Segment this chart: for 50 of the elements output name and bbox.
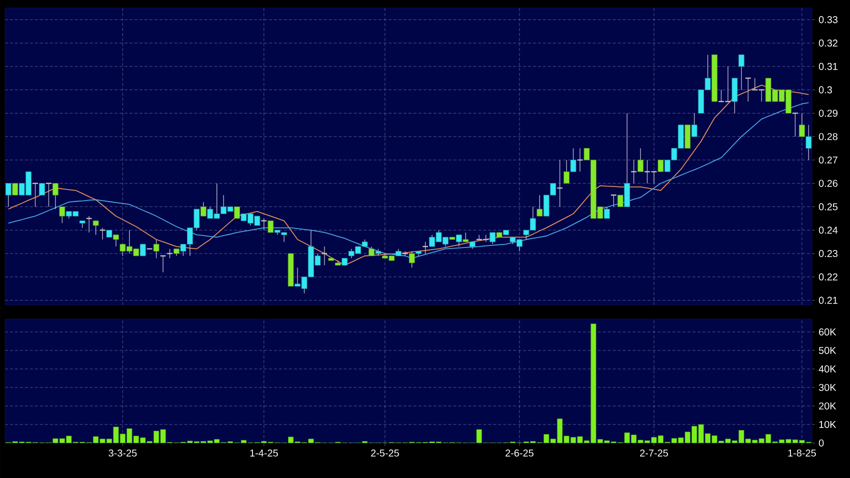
candlestick [624,112,630,208]
y-tick-label: 50K [818,346,836,354]
candlestick [630,160,638,184]
candlestick [617,194,624,208]
y-tick-label: 0.3 [818,86,832,94]
candlestick [59,206,66,224]
y-tick-label: 0.23 [818,250,838,258]
y-tick-label: 10K [819,420,836,428]
y-tick-label: 0 [818,439,824,447]
candlestick [260,218,268,230]
candlestick [806,124,812,160]
candlestick [12,183,18,196]
candlestick [604,206,610,219]
candlestick [5,183,12,208]
x-tick-label: 2-7-25 [640,450,668,457]
candlestick [200,202,206,216]
x-tick-label: 3-3-25 [108,450,137,457]
x-tick-label: 1-4-25 [250,450,278,457]
y-tick-label: 0.32 [818,40,838,47]
candlestick [564,160,570,184]
candlestick [462,232,469,242]
candlestick [691,112,698,137]
y-tick-label: 0.25 [818,203,838,210]
candlestick [536,194,543,216]
y-tick-label: 0.26 [818,180,838,187]
y-tick-label: 30K [818,384,836,391]
candlestick [799,112,805,137]
y-tick-label: 0.31 [818,62,838,70]
candlestick [792,112,798,137]
candlestick [113,234,119,247]
y-tick-label: 0.28 [818,133,838,140]
candlestick [738,54,744,90]
candlestick [92,220,99,236]
candlestick [368,246,374,256]
x-tick-label: 1-8-25 [788,450,816,457]
y-tick-label: 0.33 [818,16,838,24]
candlestick [658,160,664,172]
x-tick-label: 2-5-25 [371,450,399,457]
y-tick-label: 0.24 [818,226,838,234]
y-tick-label: 60K [819,328,836,336]
y-tick-label: 40K [818,365,836,372]
y-tick-label: 0.21 [818,296,838,304]
y-tick-label: 0.22 [818,273,838,280]
candlestick [684,124,690,149]
candlestick [234,206,240,219]
candlestick [456,234,462,247]
y-tick-label: 0.27 [818,156,838,164]
y-tick-label: 20K [819,402,836,410]
x-tick-label: 2-6-25 [506,450,534,457]
y-tick-label: 0.29 [818,110,838,117]
